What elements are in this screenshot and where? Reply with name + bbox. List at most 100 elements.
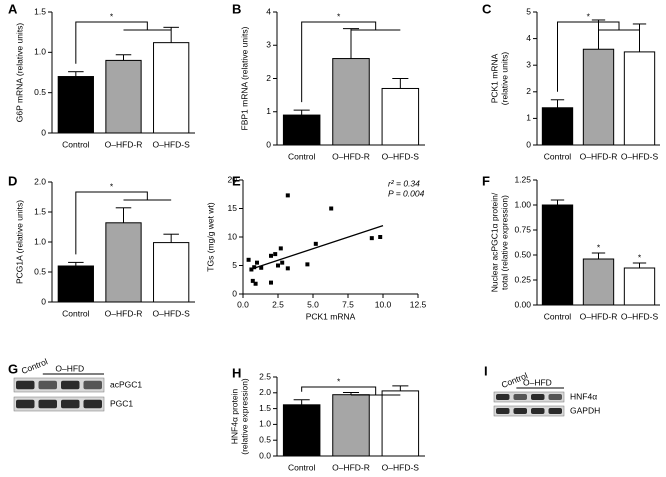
blot-band — [61, 380, 80, 390]
y-tick-label: 0 — [41, 296, 46, 306]
point — [313, 241, 318, 246]
y-tick-label: 20 — [228, 174, 238, 184]
y-tick-label: 3 — [526, 59, 531, 69]
point — [278, 246, 283, 251]
point — [285, 193, 290, 198]
blot-band — [548, 394, 562, 400]
bar — [153, 242, 190, 303]
bar — [623, 51, 656, 146]
y-tick-label: 0.25 — [514, 274, 531, 284]
x-tick-label: 2.5 — [272, 299, 284, 309]
bar — [57, 76, 94, 134]
point — [273, 252, 278, 257]
x-tick-label: O–HFD-R — [332, 462, 370, 472]
row-label: PGC1 — [110, 398, 133, 408]
bar — [541, 107, 574, 146]
y-tick-label: 0 — [41, 127, 46, 137]
y-tick-label: 0.0 — [259, 450, 271, 460]
y-tick-label: 1.5 — [34, 6, 46, 16]
x-tick-label: Control — [288, 151, 316, 161]
significance-bracket — [75, 191, 172, 255]
blot-band — [61, 399, 80, 409]
significance-label: * — [638, 252, 642, 262]
y-tick-label: 0.5 — [259, 434, 271, 444]
blot-strip — [493, 391, 565, 403]
blot-band — [16, 399, 35, 409]
point — [255, 260, 259, 265]
panel-letter: I — [484, 363, 488, 378]
panel-letter: F — [482, 173, 490, 188]
y-tick-label: 2.0 — [34, 176, 46, 186]
point — [259, 265, 264, 270]
lane-label: O–HFD — [55, 363, 84, 373]
panel-letter: D — [8, 173, 17, 188]
y-tick-label: 1 — [526, 113, 531, 123]
y-tick-label: 0.00 — [514, 299, 531, 309]
point — [280, 260, 285, 265]
y-tick-label: 1.0 — [34, 236, 46, 246]
significance-bracket — [301, 386, 401, 396]
row-label: acPGC1 — [110, 379, 142, 389]
y-axis-label: PCK1 mRNA — [489, 53, 499, 103]
y-tick-label: 2 — [266, 73, 271, 83]
y-tick-label: 0 — [266, 139, 271, 149]
significance-bracket — [75, 21, 172, 64]
panel-letter: C — [482, 1, 492, 16]
point — [285, 266, 290, 271]
blot-band — [83, 399, 102, 409]
y-axis-label: (relative units) — [499, 52, 509, 106]
point — [253, 281, 258, 286]
y-tick-label: 1.25 — [514, 174, 531, 184]
y-axis-label: HNF4α protein — [229, 389, 239, 445]
x-tick-label: Control — [288, 462, 316, 472]
panel-letter: B — [232, 1, 241, 16]
x-tick-label: O–HFD-S — [621, 151, 659, 161]
blot-band — [531, 394, 545, 400]
panel-letter: G — [8, 361, 18, 376]
x-tick-label: Control — [62, 308, 90, 318]
x-tick-label: O–HFD-R — [332, 151, 370, 161]
point — [252, 265, 257, 270]
blot-band — [531, 408, 545, 414]
y-axis-label: (relative expression) — [239, 378, 249, 455]
blot-band — [513, 408, 527, 414]
stat-annotation: r² = 0.34 — [388, 178, 420, 188]
panel-letter: E — [232, 173, 241, 188]
significance-bracket — [301, 21, 401, 103]
lane-label: Control — [20, 356, 49, 376]
point — [329, 206, 334, 211]
y-tick-label: 1.5 — [34, 206, 46, 216]
x-tick-label: Control — [62, 139, 90, 149]
x-tick-label: Control — [544, 151, 572, 161]
y-axis-label: PCG1A (relative units) — [14, 200, 24, 284]
point — [269, 253, 273, 258]
x-tick-label: O–HFD-S — [153, 139, 191, 149]
panel-letter: H — [232, 365, 241, 380]
y-tick-label: 10 — [228, 231, 238, 241]
significance-label: * — [337, 11, 341, 21]
bar — [282, 114, 321, 146]
y-tick-label: 0.75 — [514, 224, 531, 234]
y-tick-label: 15 — [228, 203, 238, 213]
row-label: HNF4α — [570, 391, 597, 401]
bar — [332, 58, 370, 146]
y-axis-label: G6P mRNA (relative units) — [14, 23, 24, 123]
bar — [582, 258, 615, 306]
point — [246, 257, 251, 262]
bar — [57, 265, 94, 303]
y-tick-label: 1.0 — [34, 47, 46, 57]
fit-line — [249, 224, 384, 271]
blot-band — [38, 380, 57, 390]
y-tick-label: 0.5 — [34, 266, 46, 276]
y-tick-label: 5 — [232, 260, 237, 270]
x-tick-label: 12.5 — [410, 299, 427, 309]
x-tick-label: O–HFD-S — [382, 462, 420, 472]
y-tick-label: 5 — [526, 6, 531, 16]
bar — [282, 404, 321, 457]
y-tick-label: 1.0 — [259, 419, 271, 429]
blot-band — [16, 380, 35, 390]
bar — [381, 390, 420, 457]
y-tick-label: 0 — [232, 288, 237, 298]
x-axis-label: PCK1 mRNA — [306, 311, 356, 321]
